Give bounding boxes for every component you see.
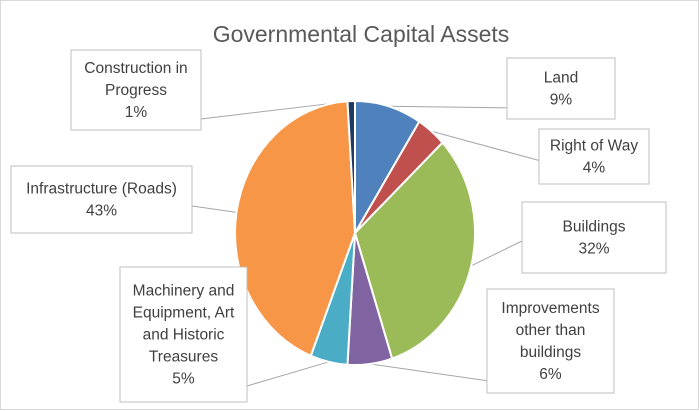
data-label-text: Buildings 32%: [563, 219, 626, 258]
data-label-box: [506, 57, 616, 120]
data-label-box: [538, 128, 650, 185]
pie-slice: [353, 141, 476, 360]
data-label-box: [70, 49, 202, 131]
pie-slice: [346, 99, 356, 234]
leader-line: [246, 361, 329, 387]
data-label-box: [486, 288, 615, 394]
data-label-box: [521, 201, 667, 274]
data-label-box: [10, 165, 193, 234]
data-label: Right of Way 4%: [538, 128, 650, 185]
data-label-text: Improvements other than buildings 6%: [501, 300, 599, 383]
data-label: Buildings 32%: [521, 201, 667, 274]
slice-labels: Land 9% Right of Way 4% Buildings 32% Improvem…: [10, 49, 667, 403]
data-label-text: Infrastructure (Roads) 43%: [26, 181, 177, 220]
data-label: Construction in Progress 1%: [70, 49, 202, 131]
data-label-text: Right of Way 4%: [550, 138, 638, 177]
leader-line: [388, 105, 517, 109]
data-label-text: Land 9%: [544, 70, 578, 109]
pie-slice: [234, 100, 357, 358]
data-label: Machinery and Equipment, Art and Historic T…: [119, 266, 248, 403]
data-label-text: Construction in Progress 1%: [84, 60, 187, 121]
chart-title: Governmental Capital Assets: [213, 21, 510, 47]
leader-line: [369, 363, 490, 382]
pie-slices: [234, 99, 476, 366]
leader-line: [471, 238, 527, 267]
leader-line: [431, 130, 542, 162]
data-label: Land 9%: [506, 57, 616, 120]
data-label: Infrastructure (Roads) 43%: [10, 165, 193, 234]
leader-line: [191, 205, 237, 213]
data-label: Improvements other than buildings 6%: [486, 288, 615, 394]
data-label-text: Machinery and Equipment, Art and Historic T…: [133, 283, 235, 388]
data-label-box: [119, 266, 248, 403]
